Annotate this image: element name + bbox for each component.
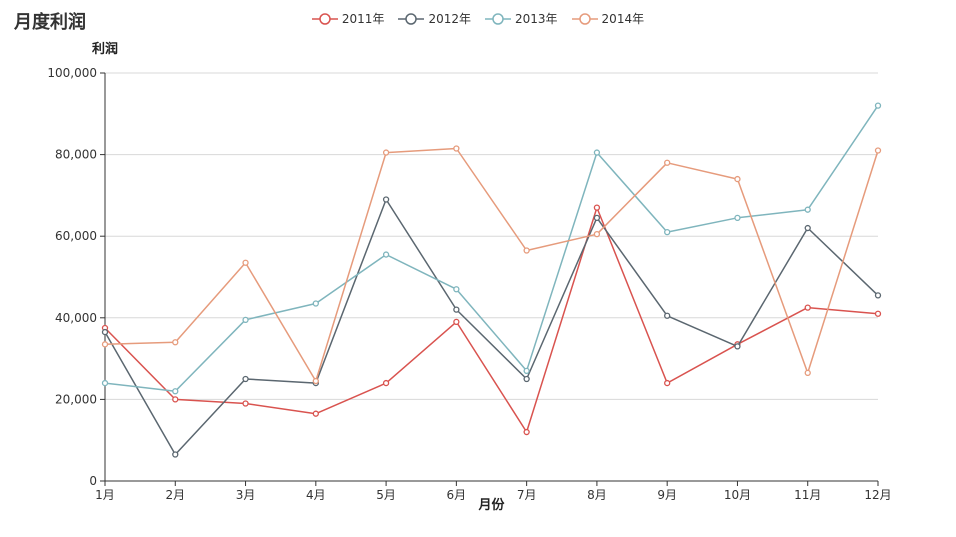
data-point[interactable]	[594, 232, 599, 237]
data-point[interactable]	[454, 307, 459, 312]
data-point[interactable]	[665, 230, 670, 235]
x-tick-label: 10月	[724, 488, 751, 502]
data-point[interactable]	[524, 430, 529, 435]
data-point[interactable]	[805, 370, 810, 375]
data-point[interactable]	[594, 215, 599, 220]
data-point[interactable]	[876, 293, 881, 298]
y-tick-label: 20,000	[55, 392, 97, 406]
data-point[interactable]	[173, 340, 178, 345]
x-axis-label: 月份	[477, 497, 505, 513]
data-point[interactable]	[243, 260, 248, 265]
data-point[interactable]	[313, 301, 318, 306]
data-point[interactable]	[313, 411, 318, 416]
data-point[interactable]	[594, 150, 599, 155]
data-point[interactable]	[173, 452, 178, 457]
data-point[interactable]	[876, 311, 881, 316]
data-point[interactable]	[103, 342, 108, 347]
data-point[interactable]	[594, 205, 599, 210]
data-point[interactable]	[173, 389, 178, 394]
x-tick-label: 4月	[306, 488, 326, 502]
x-tick-label: 6月	[447, 488, 467, 502]
data-point[interactable]	[103, 381, 108, 386]
data-point[interactable]	[454, 287, 459, 292]
y-tick-label: 0	[89, 474, 97, 488]
x-tick-label: 2月	[165, 488, 185, 502]
data-point[interactable]	[384, 252, 389, 257]
x-tick-label: 8月	[587, 488, 607, 502]
y-tick-label: 80,000	[55, 148, 97, 162]
x-tick-label: 3月	[236, 488, 256, 502]
data-point[interactable]	[805, 305, 810, 310]
x-tick-label: 7月	[517, 488, 537, 502]
x-tick-label: 5月	[376, 488, 396, 502]
y-tick-label: 100,000	[47, 66, 97, 80]
data-point[interactable]	[103, 330, 108, 335]
data-point[interactable]	[735, 215, 740, 220]
data-point[interactable]	[243, 401, 248, 406]
x-tick-label: 9月	[657, 488, 677, 502]
data-point[interactable]	[876, 148, 881, 153]
series-line[interactable]	[105, 149, 878, 382]
data-point[interactable]	[524, 368, 529, 373]
data-point[interactable]	[454, 146, 459, 151]
data-point[interactable]	[243, 317, 248, 322]
data-point[interactable]	[524, 377, 529, 382]
x-tick-label: 12月	[864, 488, 891, 502]
series-line[interactable]	[105, 208, 878, 432]
y-axis-label: 利润	[92, 41, 118, 57]
data-point[interactable]	[454, 319, 459, 324]
data-point[interactable]	[173, 397, 178, 402]
data-point[interactable]	[665, 381, 670, 386]
data-point[interactable]	[524, 248, 529, 253]
series-line[interactable]	[105, 200, 878, 455]
data-point[interactable]	[735, 344, 740, 349]
x-tick-label: 1月	[95, 488, 115, 502]
y-tick-label: 60,000	[55, 229, 97, 243]
y-tick-label: 40,000	[55, 311, 97, 325]
data-point[interactable]	[665, 160, 670, 165]
data-point[interactable]	[384, 197, 389, 202]
data-point[interactable]	[243, 377, 248, 382]
x-tick-label: 11月	[794, 488, 821, 502]
data-point[interactable]	[805, 207, 810, 212]
data-point[interactable]	[313, 379, 318, 384]
data-point[interactable]	[384, 381, 389, 386]
data-point[interactable]	[805, 226, 810, 231]
data-point[interactable]	[735, 177, 740, 182]
data-point[interactable]	[876, 103, 881, 108]
data-point[interactable]	[665, 313, 670, 318]
data-point[interactable]	[384, 150, 389, 155]
